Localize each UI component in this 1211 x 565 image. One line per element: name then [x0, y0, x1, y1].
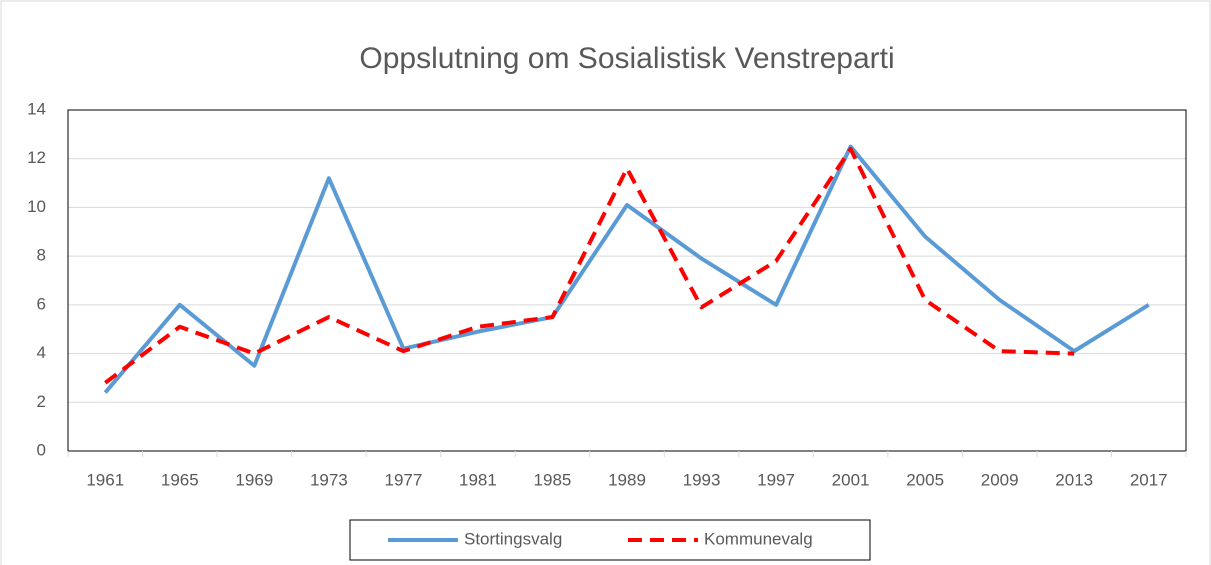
y-tick-label: 2	[37, 392, 46, 411]
x-tick-label: 1977	[384, 470, 422, 489]
x-tick-label: 1997	[757, 470, 795, 489]
chart-title: Oppslutning om Sosialistisk Venstreparti	[359, 42, 894, 75]
y-tick-label: 6	[37, 294, 46, 313]
series-line	[104, 146, 1075, 385]
x-tick-label: 1981	[459, 470, 497, 489]
series-line	[103, 144, 1150, 394]
x-tick-label: 1965	[161, 470, 199, 489]
y-tick-label: 14	[27, 99, 46, 118]
x-tick-label: 2009	[981, 470, 1019, 489]
x-tick-label: 2001	[832, 470, 870, 489]
x-tick-label: 2017	[1130, 470, 1168, 489]
y-tick-label: 12	[27, 148, 46, 167]
y-tick-label: 10	[27, 197, 46, 216]
x-tick-label: 1985	[534, 470, 572, 489]
y-tick-label: 0	[37, 440, 46, 459]
x-tick-label: 1973	[310, 470, 348, 489]
y-tick-label: 4	[37, 343, 46, 362]
legend-label: Stortingsvalg	[464, 529, 562, 548]
x-tick-label: 1969	[235, 470, 273, 489]
plot-frame	[67, 109, 1187, 452]
legend-label: Kommunevalg	[704, 529, 813, 548]
x-tick-label: 1989	[608, 470, 646, 489]
x-tick-label: 1961	[86, 470, 124, 489]
x-tick-label: 2013	[1055, 470, 1093, 489]
y-tick-label: 8	[37, 246, 46, 265]
x-tick-label: 1993	[683, 470, 721, 489]
x-tick-label: 2005	[906, 470, 944, 489]
